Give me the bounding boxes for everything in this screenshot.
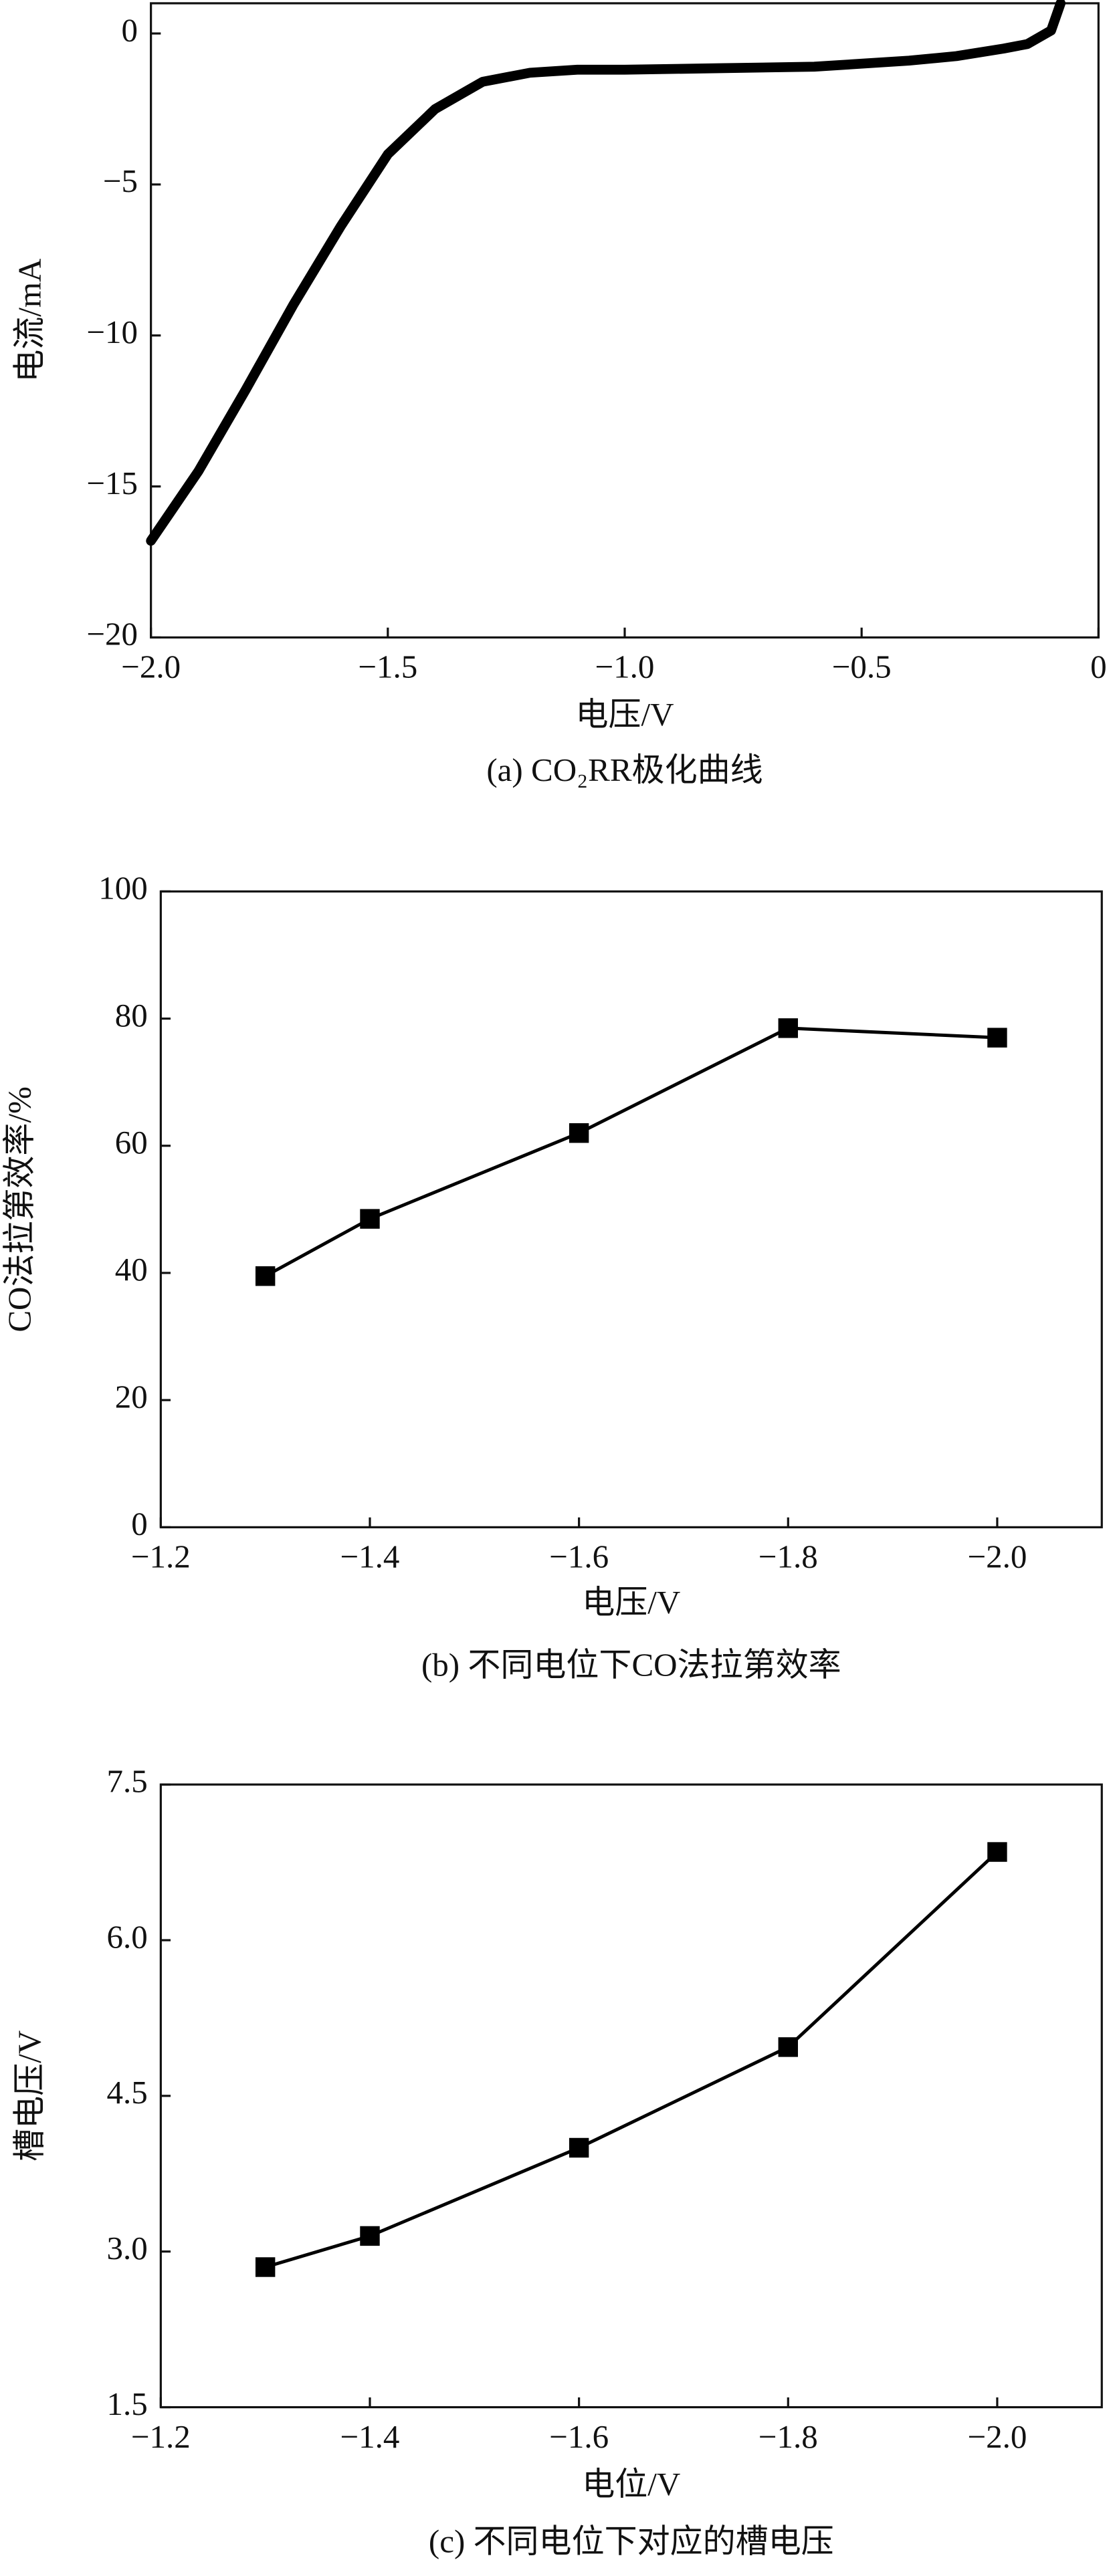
- plot-frame: [159, 890, 1103, 1528]
- x-tick-label: −1.5: [358, 649, 417, 685]
- y-tick-label: 20: [115, 1378, 148, 1415]
- y-tick-label: 40: [115, 1251, 148, 1288]
- x-tick-label: −2.0: [967, 1538, 1027, 1575]
- data-marker: [778, 2037, 798, 2057]
- data-marker: [360, 1209, 380, 1229]
- x-axis-label: 电位/V: [582, 2466, 680, 2502]
- plot-frame: [159, 1783, 1103, 2409]
- y-tick-label: −20: [86, 616, 138, 653]
- plot-frame: [150, 2, 1100, 639]
- y-axis-label: 电流/mA: [11, 258, 47, 382]
- y-axis-label: 槽电压/V: [11, 2030, 47, 2161]
- y-tick-label: 60: [115, 1124, 148, 1161]
- y-tick-label: 0: [122, 11, 138, 48]
- x-tick-label: −2.0: [121, 649, 181, 685]
- y-axis-label: CO法拉第效率/%: [1, 1086, 38, 1332]
- y-tick-label: 100: [98, 870, 148, 907]
- y-tick-label: −10: [86, 314, 138, 350]
- y-tick-label: 80: [115, 997, 148, 1034]
- data-marker: [778, 1018, 798, 1038]
- y-tick-label: 3.0: [106, 2230, 147, 2266]
- x-tick-label: −1.2: [131, 1538, 191, 1575]
- x-tick-label: −1.4: [340, 2418, 400, 2455]
- x-tick-label: −1.6: [549, 1538, 609, 1575]
- data-marker: [360, 2226, 380, 2246]
- data-line: [264, 1850, 999, 2269]
- data-line: [146, 0, 1066, 546]
- x-tick-label: −1.2: [131, 2418, 191, 2455]
- data-marker: [569, 2137, 589, 2158]
- data-marker: [987, 1842, 1007, 1862]
- data-marker: [569, 1123, 589, 1143]
- y-tick-label: 6.0: [106, 1918, 147, 1955]
- x-tick-label: −2.0: [967, 2418, 1027, 2455]
- y-tick-label: 4.5: [106, 2074, 147, 2111]
- y-tick-label: 1.5: [106, 2385, 147, 2422]
- x-tick-label: −1.4: [340, 1538, 400, 1575]
- x-tick-label: −1.0: [595, 649, 655, 685]
- x-tick-label: −1.8: [758, 1538, 818, 1575]
- data-marker: [255, 1266, 276, 1286]
- x-tick-label: −1.6: [549, 2418, 609, 2455]
- caption: (c) 不同电位下对应的槽电压: [429, 2523, 834, 2560]
- caption: (a) CO₂RR极化曲线: [486, 751, 763, 788]
- x-tick-label: −1.8: [758, 2418, 818, 2455]
- y-tick-label: 0: [131, 1506, 148, 1542]
- y-tick-label: 7.5: [106, 1762, 147, 1799]
- data-marker: [255, 2257, 276, 2277]
- x-axis-label: 电压/V: [575, 696, 674, 733]
- caption: (b) 不同电位下CO法拉第效率: [421, 1646, 841, 1683]
- x-tick-label: −0.5: [832, 649, 892, 685]
- data-line: [264, 1026, 999, 1278]
- x-axis-label: 电压/V: [582, 1584, 680, 1621]
- data-marker: [987, 1028, 1007, 1048]
- x-tick-label: 0: [1090, 649, 1107, 685]
- y-tick-label: −5: [103, 162, 138, 199]
- y-tick-label: −15: [86, 465, 138, 501]
